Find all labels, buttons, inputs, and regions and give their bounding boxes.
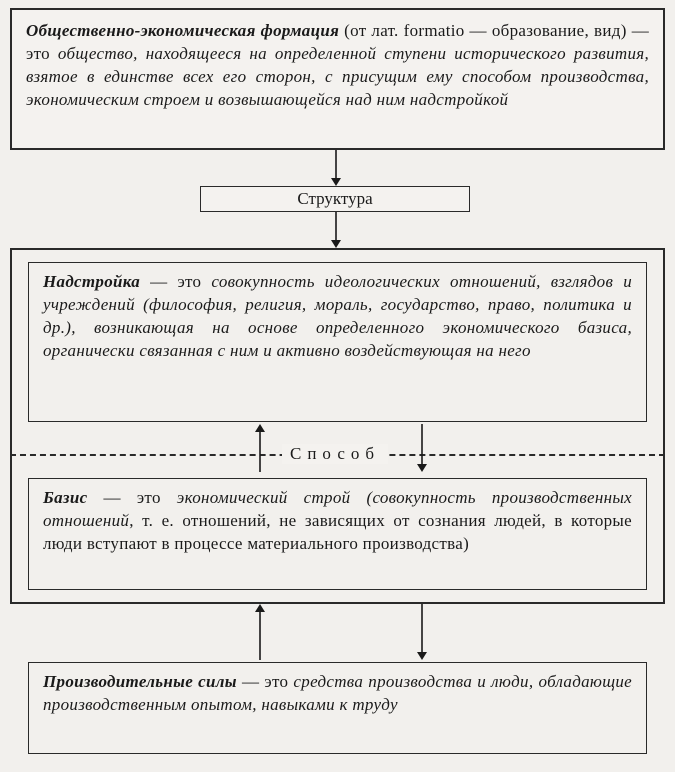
formation-term: Общественно-экономическая формация xyxy=(26,21,339,40)
basis-plain: , т. е. отношений, не зависящих от созна… xyxy=(43,511,632,553)
sily-term: Производительные силы xyxy=(43,672,237,691)
arrow-basis-to-sily xyxy=(422,604,424,660)
nadstroika-box: Надстройка — это совокупность идеологиче… xyxy=(28,262,647,422)
arrow-structure-to-container xyxy=(336,212,338,248)
formation-text: Общественно-экономическая формация (от л… xyxy=(26,20,649,112)
arrow-formation-to-structure xyxy=(336,150,338,186)
formation-box: Общественно-экономическая формация (от л… xyxy=(10,8,665,150)
formation-body: общество, находящееся на определенной ст… xyxy=(26,44,649,109)
sily-pre: — это xyxy=(237,672,294,691)
basis-box: Базис — это экономический строй (совокуп… xyxy=(28,478,647,590)
structure-label: Структура xyxy=(200,186,470,212)
sily-text: Производительные силы — это средства про… xyxy=(43,671,632,717)
nadstroika-text: Надстройка — это совокупность идеологиче… xyxy=(43,271,632,363)
basis-term: Базис xyxy=(43,488,87,507)
structure-label-text: Структура xyxy=(297,189,372,208)
arrow-nadstroika-to-basis xyxy=(422,424,424,472)
nadstroika-term: Надстройка xyxy=(43,272,140,291)
nadstroika-pre: — это xyxy=(140,272,211,291)
basis-pre: — это xyxy=(87,488,176,507)
sposob-label-text: Способ xyxy=(290,444,380,463)
basis-text: Базис — это экономический строй (совокуп… xyxy=(43,487,632,556)
arrow-basis-to-nadstroika xyxy=(260,424,262,472)
arrow-sily-to-basis xyxy=(260,604,262,660)
sposob-label: Способ xyxy=(282,444,388,464)
sily-box: Производительные силы — это средства про… xyxy=(28,662,647,754)
